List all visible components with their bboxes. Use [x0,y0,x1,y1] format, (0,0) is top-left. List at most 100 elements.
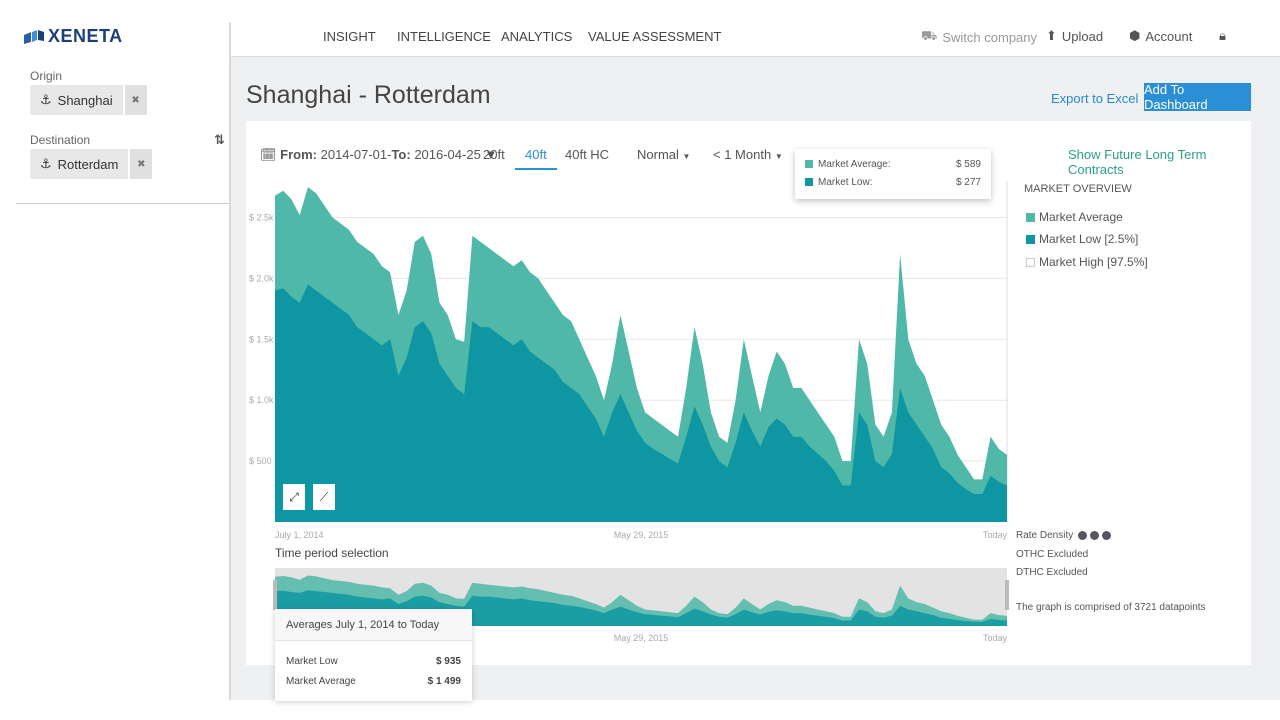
y-tick-label: $ 1.0k [249,395,274,405]
rate-density-dots-icon [1078,531,1112,540]
x-tick-label: Today [983,530,1008,540]
xeneta-logo-icon [24,29,44,44]
to-label: To: [391,147,411,162]
caret-down-icon: ▼ [682,152,691,161]
account-label: Account [1145,28,1193,44]
from-label: From: [280,147,317,162]
zoom-chart-icon[interactable]: ⤢ [283,484,305,510]
switch-company-icon: ⛟ [921,28,938,43]
xeneta-logo[interactable]: XENETA [24,26,123,47]
averages-low-label: Market Low [286,656,338,667]
upload-label: Upload [1061,28,1104,44]
origin-value: Shanghai [57,92,113,108]
time-period-label: Time period selection [275,546,389,560]
legend-market-average[interactable]: Market Average [1026,210,1123,224]
remove-destination-button[interactable]: ✖ [130,149,153,179]
datapoints-note: The graph is comprised of 3721 datapoint… [1016,602,1206,613]
destination-port[interactable]: ⚓ Rotterdam [30,149,129,179]
rate-chart[interactable]: $ 500 $ 1.0k $ 1.5k $ 2.0k $ 2.5k July 1, 20… [246,121,1251,665]
averages-avg-label: Market Average [286,676,356,687]
tooltip-low-label: Market Low: [818,176,873,188]
switch-company-label: Switch company [942,29,1038,45]
sidebar-border [229,22,231,700]
period-dropdown[interactable]: < 1 Month ▼ [713,147,783,162]
to-value: 2016-04-25 [414,147,481,162]
lock-icon[interactable]: 🔒︎ [1219,28,1226,43]
sidebar: XENETA Origin ⚓ Shanghai ✖ Destination ⚓… [0,0,230,700]
hover-tooltip: Market Average: $ 589 Market Low: $ 277 [795,149,991,199]
legend-swatch [1026,212,1035,222]
legend-market-high[interactable]: Market High [97.5%] [1026,255,1148,269]
y-axis-ticks: $ 500 $ 1.0k $ 1.5k $ 2.0k $ 2.5k [249,213,274,467]
navigator-handle-right [1005,580,1009,610]
legend-swatch [1026,234,1035,244]
nav-intelligence[interactable]: INTELLIGENCE [397,29,491,44]
destination-value: Rotterdam [57,156,119,172]
add-to-dashboard-button[interactable]: Add To Dashboard [1144,82,1251,112]
tab-20ft[interactable]: 20ft [483,147,505,162]
averages-panel: Averages July 1, 2014 to Today Market Lo… [275,609,472,701]
page-title: Shanghai - Rotterdam [246,81,491,109]
mode-value: Normal [637,147,679,162]
nav-analytics[interactable]: ANALYTICS [501,29,573,44]
avg-swatch [805,160,813,168]
chart-areas [275,187,1007,522]
y-tick-label: $ 2.5k [249,213,274,223]
rate-density-label: Rate Density [1016,530,1074,541]
swap-ports-icon[interactable]: ⇅ [214,132,225,147]
averages-low-value: $ 935 [435,656,461,667]
y-tick-label: $ 1.5k [249,334,274,344]
mode-dropdown[interactable]: Normal ▼ [637,147,690,162]
tooltip-low-value: $ 277 [955,176,981,188]
brand-name: XENETA [48,26,123,46]
switch-company-link[interactable]: ⛟ Switch company [921,28,1037,46]
averages-avg-value: $ 1 499 [427,676,461,687]
tooltip-avg-value: $ 589 [955,158,981,170]
y-tick-label: $ 500 [249,456,272,466]
x-tick-label: July 1, 2014 [275,530,324,540]
nav-insight[interactable]: INSIGHT [323,29,376,44]
legend-swatch [1026,257,1035,267]
sidebar-divider [16,203,230,204]
averages-title: Averages July 1, 2014 to Today [275,609,472,641]
origin-label: Origin [30,69,63,83]
date-range-selector[interactable]: 🗓︎ From: 2014-07-01-To: 2016-04-25 ▼ [260,147,497,163]
anchor-icon: ⚓ [40,156,52,171]
low-swatch [805,178,813,186]
market-low-area [275,284,1007,522]
top-nav: INSIGHT INTELLIGENCE ANALYTICS VALUE ASS… [231,0,1280,57]
tab-40ft[interactable]: 40ft [515,147,557,170]
legend-label: Market Low [2.5%] [1039,232,1139,246]
trend-line-icon[interactable]: ⟋ [313,484,335,510]
legend-label: Market High [97.5%] [1039,255,1148,269]
nav-value-assessment[interactable]: VALUE ASSESSMENT [588,29,722,44]
averages-low-row: Market Low $ 935 [286,656,461,667]
remove-origin-button[interactable]: ✖ [124,85,147,115]
destination-chip: ⚓ Rotterdam ✖ [30,149,153,179]
x-tick-label: May 29, 2015 [614,530,669,540]
origin-chip: ⚓ Shanghai ✖ [30,85,147,115]
navigator-x-label: Today [983,633,1008,643]
legend-title: MARKET OVERVIEW [1024,183,1132,195]
tab-40ft-hc[interactable]: 40ft HC [565,147,610,162]
othc-note: OTHC Excluded [1016,549,1089,560]
origin-port[interactable]: ⚓ Shanghai [30,85,123,115]
averages-avg-row: Market Average $ 1 499 [286,676,461,687]
dthc-note: DTHC Excluded [1016,567,1088,578]
future-contracts-link[interactable]: Show Future Long Term Contracts [1068,147,1207,177]
navigator-x-label: May 29, 2015 [614,633,669,643]
account-link[interactable]: ⬢ Account [1129,28,1192,44]
caret-down-icon: ▼ [774,152,783,161]
tooltip-avg-label: Market Average: [818,158,891,170]
destination-label: Destination [30,133,91,147]
upload-icon: ⬆ [1046,28,1057,43]
export-to-excel-link[interactable]: Export to Excel [1051,91,1139,106]
rate-density: Rate Density [1016,530,1112,541]
calendar-icon: 🗓︎ [260,147,277,162]
period-value: < 1 Month [713,147,772,162]
from-value: 2014-07-01- [320,147,392,162]
navigator-handle-left [273,580,277,610]
upload-link[interactable]: ⬆ Upload [1046,28,1103,44]
chart-card: 🗓︎ From: 2014-07-01-To: 2016-04-25 ▼ 20f… [246,121,1251,701]
legend-market-low[interactable]: Market Low [2.5%] [1026,232,1138,246]
